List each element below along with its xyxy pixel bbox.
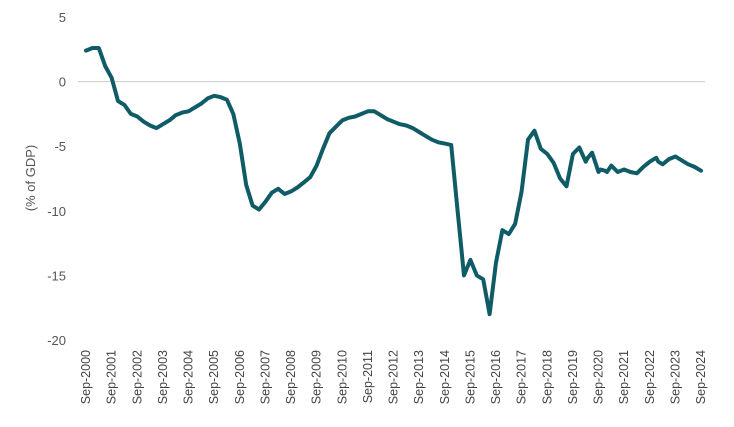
x-tick-label: Sep-2012	[387, 350, 401, 404]
y-axis-ticks: 5 0 -5 -10 -15 -20	[47, 10, 66, 348]
x-tick-label: Sep-2021	[617, 350, 631, 404]
x-tick-label: Sep-2023	[668, 350, 682, 404]
y-tick-label: 5	[59, 10, 66, 25]
series-line	[84, 46, 703, 317]
x-tick-label: Sep-2008	[284, 350, 298, 404]
x-tick-label: Sep-2004	[182, 350, 196, 404]
y-tick-label: -10	[47, 204, 66, 219]
x-tick-label: Sep-2013	[412, 350, 426, 404]
x-tick-label: Sep-2010	[335, 350, 349, 404]
y-axis-title: (% of GDP)	[23, 145, 38, 211]
x-axis-ticks: Sep-2000 Sep-2001 Sep-2002 Sep-2003 Sep-2004…	[79, 350, 708, 404]
x-tick-label: Sep-2007	[258, 350, 272, 404]
x-tick-label: Sep-2011	[361, 350, 375, 403]
x-tick-label: Sep-2020	[592, 350, 606, 404]
x-tick-label: Sep-2009	[310, 350, 324, 404]
x-tick-label: Sep-2000	[79, 350, 93, 404]
x-tick-label: Sep-2002	[130, 350, 144, 404]
x-tick-label: Sep-2022	[643, 350, 657, 404]
y-tick-label: -20	[47, 333, 66, 348]
x-tick-label: Sep-2005	[207, 350, 221, 404]
y-tick-label: -15	[47, 268, 66, 283]
x-tick-label: Sep-2006	[233, 350, 247, 404]
x-tick-label: Sep-2001	[105, 350, 119, 404]
x-tick-label: Sep-2019	[566, 350, 580, 404]
x-tick-label: Sep-2014	[438, 350, 452, 404]
x-tick-label: Sep-2018	[540, 350, 554, 404]
y-tick-label: -5	[54, 139, 66, 154]
x-tick-label: Sep-2016	[489, 350, 503, 404]
y-tick-label: 0	[59, 75, 66, 90]
x-tick-label: Sep-2017	[515, 350, 529, 404]
x-tick-label: Sep-2015	[463, 350, 477, 404]
x-tick-label: Sep-2024	[694, 350, 708, 404]
x-tick-label: Sep-2003	[156, 350, 170, 404]
